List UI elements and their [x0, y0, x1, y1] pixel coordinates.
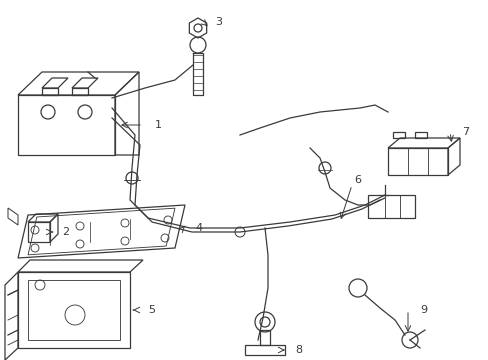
Text: 7: 7	[461, 127, 468, 137]
Text: 4: 4	[195, 223, 202, 233]
Text: 3: 3	[215, 17, 222, 27]
Text: 2: 2	[62, 227, 69, 237]
Text: 5: 5	[148, 305, 155, 315]
Text: 1: 1	[155, 120, 162, 130]
Text: 9: 9	[419, 305, 426, 315]
Text: 8: 8	[294, 345, 302, 355]
Text: 6: 6	[353, 175, 360, 185]
